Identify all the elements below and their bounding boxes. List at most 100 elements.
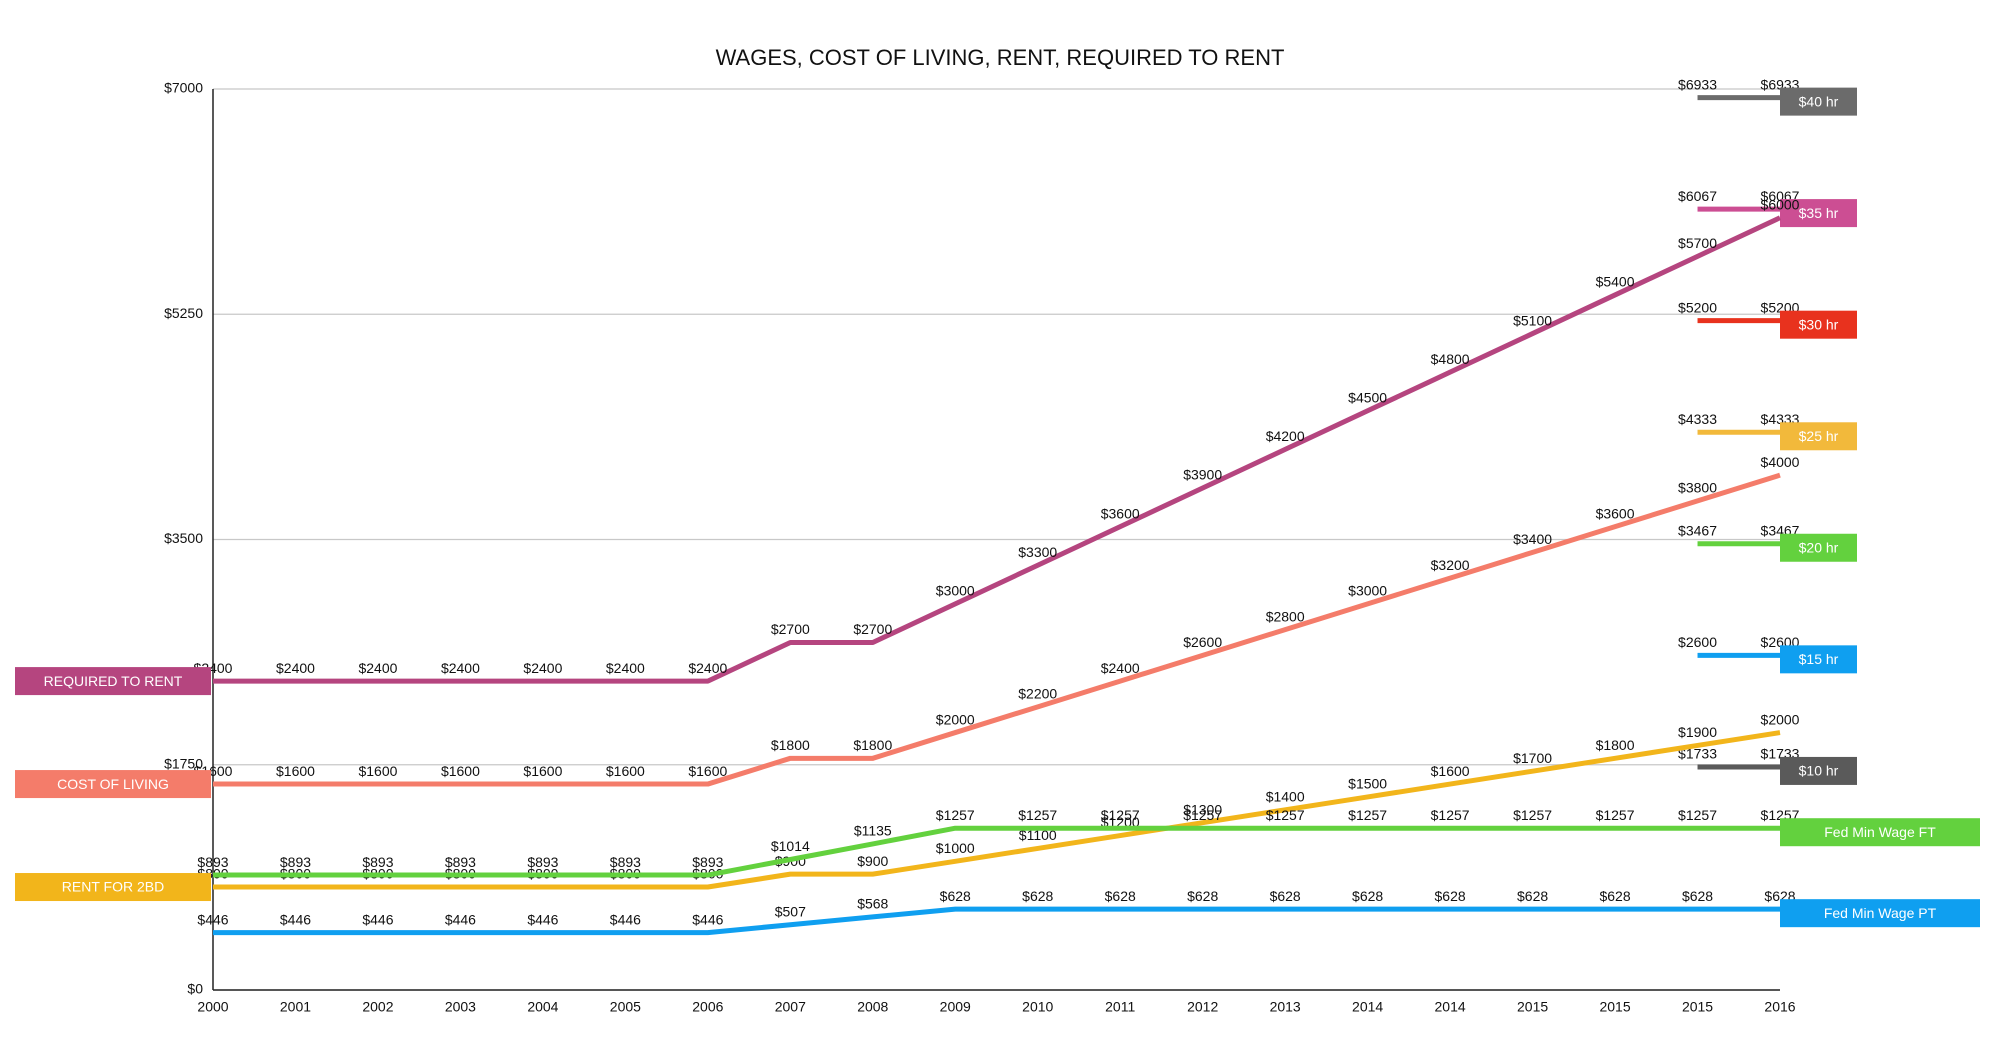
data-label: $1257 <box>1431 807 1470 823</box>
data-label: $3400 <box>1513 531 1552 547</box>
legend-box <box>1780 899 1980 928</box>
data-label: $628 <box>1105 888 1136 904</box>
data-label: $2400 <box>441 660 480 676</box>
data-label: $1257 <box>1513 807 1552 823</box>
x-tick-label: 2015 <box>1682 999 1713 1015</box>
data-label: $3300 <box>1018 544 1057 560</box>
y-tick-label: $3500 <box>164 530 203 546</box>
series-line <box>213 730 1781 890</box>
y-tick-label: $5250 <box>164 305 203 321</box>
data-label: $2400 <box>276 660 315 676</box>
data-label: $4500 <box>1348 389 1387 405</box>
data-label: $1800 <box>771 737 810 753</box>
y-tick-label: $0 <box>187 981 203 997</box>
data-label: $893 <box>362 854 393 870</box>
x-tick-label: 2014 <box>1435 999 1466 1015</box>
legend-label: RENT FOR 2BD <box>62 879 164 895</box>
data-label: $893 <box>527 854 558 870</box>
data-label: $3000 <box>1348 583 1387 599</box>
legend-label: $40 hr <box>1799 93 1839 109</box>
legend-box <box>1780 756 1857 785</box>
data-label: $2700 <box>771 621 810 637</box>
legend-box <box>15 873 211 902</box>
data-label: $628 <box>1022 888 1053 904</box>
data-label: $1733 <box>1678 746 1717 762</box>
legend-item: $40 hr <box>1780 87 1857 116</box>
data-label: $6067 <box>1678 188 1717 204</box>
data-label: $4333 <box>1678 411 1717 427</box>
x-tick-label: 2000 <box>197 999 228 1015</box>
legend-label: $30 hr <box>1799 316 1839 332</box>
legend-box <box>1780 645 1857 674</box>
legend-box <box>1780 87 1857 116</box>
legend-box <box>1780 533 1857 562</box>
legend-item: COST OF LIVING <box>15 770 211 799</box>
data-label: $893 <box>280 854 311 870</box>
legend-item: $20 hr <box>1780 533 1857 562</box>
legend-item: $10 hr <box>1780 756 1857 785</box>
data-label: $1600 <box>523 763 562 779</box>
data-label: $446 <box>610 911 641 927</box>
data-label: $2400 <box>358 660 397 676</box>
data-label: $2200 <box>1018 686 1057 702</box>
data-label: $2400 <box>606 660 645 676</box>
data-label: $1600 <box>606 763 645 779</box>
data-label: $1257 <box>1596 807 1635 823</box>
chart-title: WAGES, COST OF LIVING, RENT, REQUIRED TO… <box>716 45 1285 70</box>
data-label: $2800 <box>1266 608 1305 624</box>
data-label: $900 <box>857 853 888 869</box>
data-label: $446 <box>692 911 723 927</box>
series-line <box>213 906 1780 936</box>
data-label: $1257 <box>936 807 975 823</box>
data-label: $6000 <box>1761 196 1800 212</box>
data-label: $3000 <box>936 583 975 599</box>
x-tick-label: 2016 <box>1764 999 1795 1015</box>
data-label: $507 <box>775 903 806 919</box>
y-tick-label: $7000 <box>164 80 203 96</box>
data-label: $5700 <box>1678 235 1717 251</box>
x-tick-label: 2015 <box>1599 999 1630 1015</box>
data-label: $3600 <box>1596 505 1635 521</box>
legend-item: REQUIRED TO RENT <box>15 667 211 696</box>
data-label: $3900 <box>1183 467 1222 483</box>
legend-label: REQUIRED TO RENT <box>44 673 183 689</box>
x-tick-label: 2012 <box>1187 999 1218 1015</box>
data-label: $893 <box>445 854 476 870</box>
x-tick-label: 2001 <box>280 999 311 1015</box>
data-label: $628 <box>1270 888 1301 904</box>
data-label: $3200 <box>1431 557 1470 573</box>
x-tick-label: 2009 <box>940 999 971 1015</box>
y-tick-label: $1750 <box>164 755 203 771</box>
legend-label: $35 hr <box>1799 205 1839 221</box>
x-tick-label: 2013 <box>1270 999 1301 1015</box>
data-label: $628 <box>1599 888 1630 904</box>
legend-box <box>15 770 211 799</box>
legend-label: COST OF LIVING <box>57 776 169 792</box>
data-label: $1000 <box>936 840 975 856</box>
data-label: $1257 <box>1183 807 1222 823</box>
data-label: $1257 <box>1101 807 1140 823</box>
data-label: $3800 <box>1678 480 1717 496</box>
legend-label: $15 hr <box>1799 651 1839 667</box>
x-tick-label: 2004 <box>527 999 558 1015</box>
data-label: $893 <box>610 854 641 870</box>
data-label: $5400 <box>1596 274 1635 290</box>
data-label: $1900 <box>1678 724 1717 740</box>
data-label: $446 <box>527 911 558 927</box>
data-label: $628 <box>1682 888 1713 904</box>
legend-label: $25 hr <box>1799 428 1839 444</box>
legend-box <box>1780 818 1980 847</box>
legend-item: $35 hr <box>1780 199 1857 228</box>
data-label: $628 <box>1517 888 1548 904</box>
data-label: $4800 <box>1431 351 1470 367</box>
series-line <box>213 825 1780 878</box>
data-label: $2600 <box>1678 634 1717 650</box>
data-label: $6933 <box>1678 76 1717 92</box>
legend-label: Fed Min Wage PT <box>1824 905 1937 921</box>
x-tick-label: 2002 <box>362 999 393 1015</box>
legend-item: Fed Min Wage FT <box>1780 818 1980 847</box>
x-tick-label: 2003 <box>445 999 476 1015</box>
data-label: $1600 <box>688 763 727 779</box>
data-label: $628 <box>940 888 971 904</box>
